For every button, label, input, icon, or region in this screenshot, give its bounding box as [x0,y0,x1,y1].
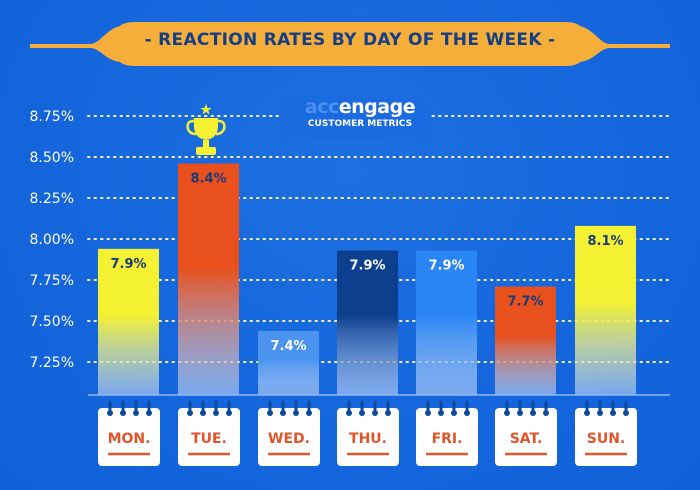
x-tick-label: WED. [268,431,310,447]
y-tick-label: 7.50% [30,314,74,330]
data-label: 8.1% [587,234,623,249]
data-label: 7.9% [110,257,146,272]
calendar-icon [337,408,399,466]
calendar-ring [213,410,219,416]
x-tick-label: TUE. [191,431,227,447]
calendar-ring [530,410,536,416]
x-tick-label: SUN. [587,431,626,447]
y-tick-label: 8.00% [30,232,74,248]
calendar-icon [258,408,320,466]
calendar-fri: FRI. [416,400,478,466]
calendar-ring [543,410,549,416]
logo-part2: engage [338,96,416,118]
calendar-ring [146,410,152,416]
calendar-ring [120,410,126,416]
calendar-tue: TUE. [178,400,240,466]
calendar-icon [575,408,637,466]
bar-tue [178,163,239,395]
calendar-ring [107,410,113,416]
logo-subtitle: CUSTOMER METRICS [307,119,413,129]
logo-part1: acc [304,96,339,118]
calendar-ring [610,410,616,416]
calendar-sun: SUN. [575,400,637,466]
bar-sun [575,225,636,395]
data-label: 7.7% [507,295,543,310]
calendar-sat: SAT. [495,400,557,466]
x-tick-label: THU. [349,431,387,447]
calendar-ring [584,410,590,416]
calendar-ring [385,410,391,416]
calendar-ring [306,410,312,416]
data-label: 7.9% [349,258,385,273]
bar-sat [495,286,556,395]
calendar-ring [597,410,603,416]
calendar-ring [438,410,444,416]
y-tick-label: 8.50% [30,150,74,166]
trophy-icon [186,104,226,155]
calendar-ring [359,410,365,416]
calendar-icon [178,408,240,466]
calendar-ring [451,410,457,416]
logo-backdrop [280,100,430,140]
bar-wed [258,330,319,395]
x-tick-label: MON. [108,431,151,447]
chart-title: - REACTION RATES BY DAY OF THE WEEK - [144,30,556,50]
calendar-ring [372,410,378,416]
y-tick-label: 7.25% [30,355,74,371]
data-label: 7.9% [428,258,464,273]
calendar-wed: WED. [258,400,320,466]
bar-mon [98,248,159,395]
calendar-ring [517,410,523,416]
calendar-ring [623,410,629,416]
calendar-ring [280,410,286,416]
bar-fri [416,250,477,395]
calendar-ring [293,410,299,416]
y-tick-label: 8.25% [30,191,74,207]
accengage-logo: accengage CUSTOMER METRICS [300,96,420,129]
bar-thu [337,250,398,395]
y-tick-label: 7.75% [30,273,74,289]
calendar-thu: THU. [337,400,399,466]
calendar-ring [464,410,470,416]
calendar-icon [98,408,160,466]
calendar-ring [226,410,232,416]
y-tick-label: 8.75% [30,109,74,125]
calendar-ring [187,410,193,416]
calendar-icon [416,408,478,466]
calendar-ring [267,410,273,416]
calendar-ring [200,410,206,416]
calendar-ring [425,410,431,416]
data-label: 7.4% [270,339,306,354]
title-banner [30,22,670,66]
x-tick-label: FRI. [432,431,463,447]
calendar-ring [133,410,139,416]
calendar-ring [346,410,352,416]
x-tick-label: SAT. [510,431,543,447]
calendar-icon [495,408,557,466]
star-icon [200,104,212,115]
calendar-ring [504,410,510,416]
data-label: 8.4% [190,172,226,187]
calendar-mon: MON. [98,400,160,466]
